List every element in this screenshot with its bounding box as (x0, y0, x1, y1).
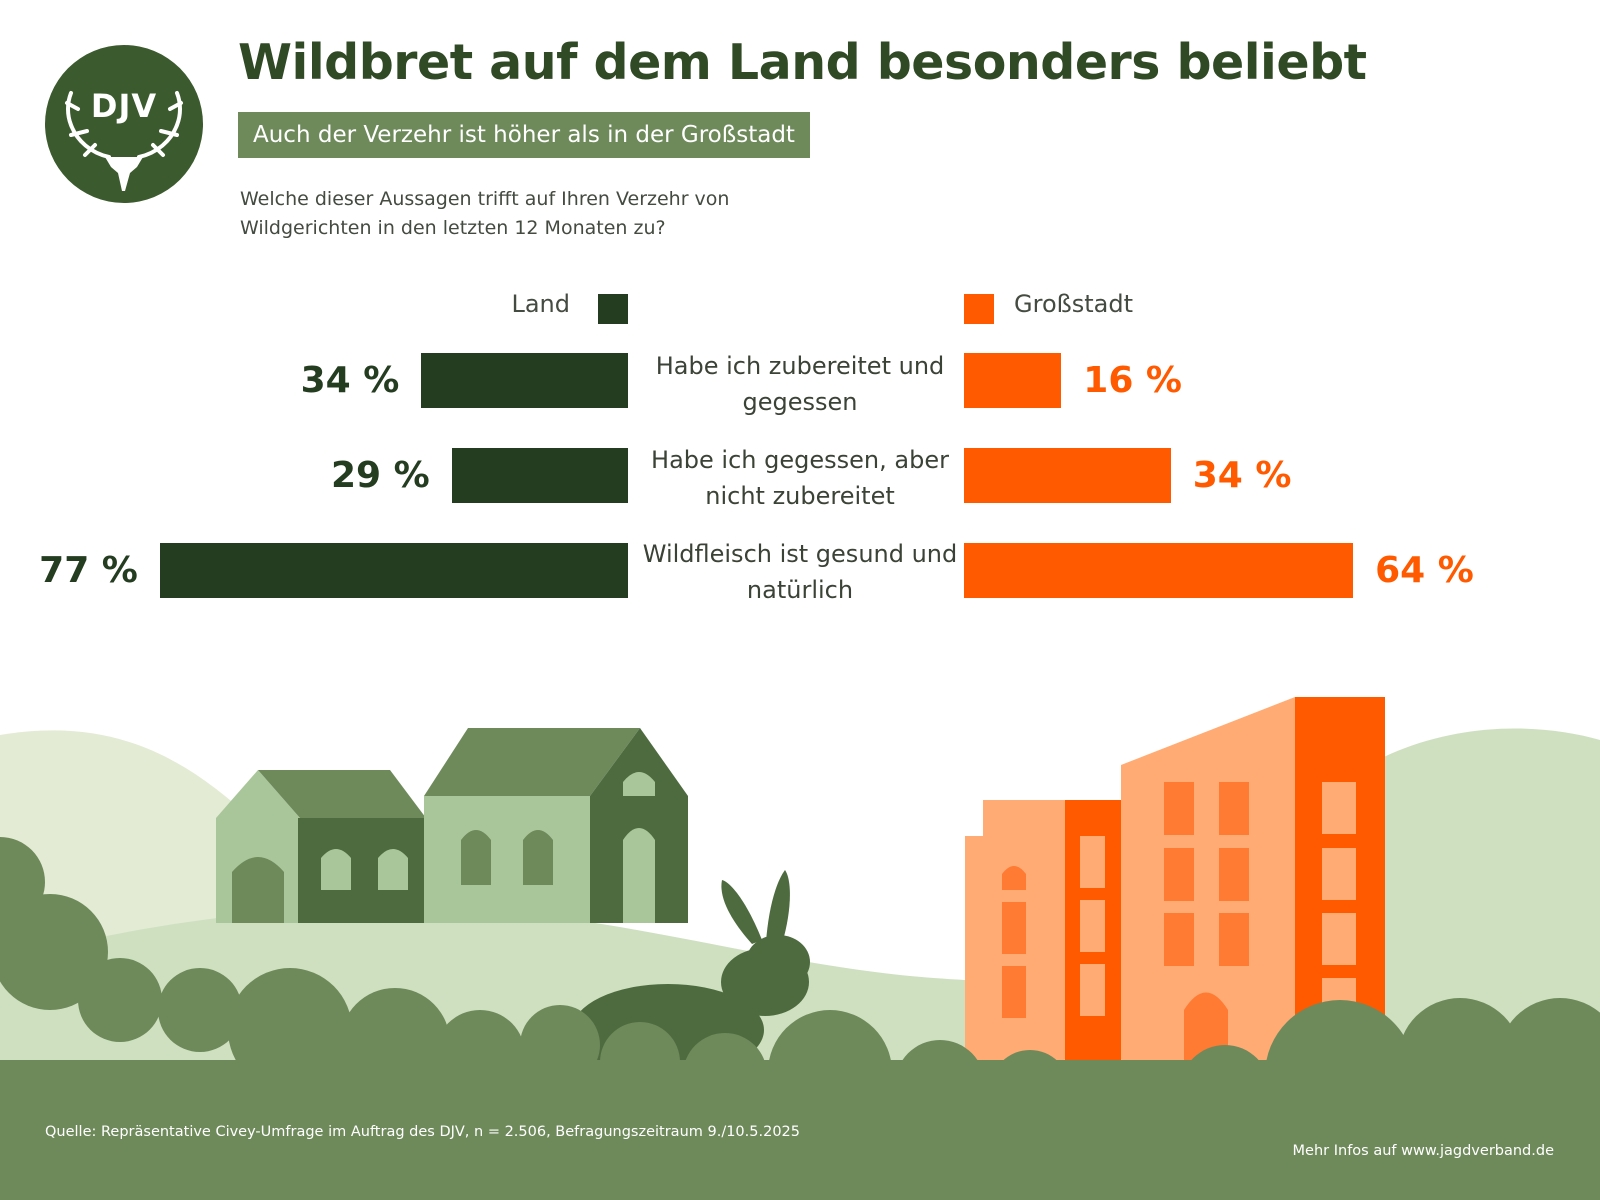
source-note: Quelle: Repräsentative Civey-Umfrage im … (45, 1124, 801, 1140)
legend-swatch-city (964, 294, 994, 324)
value-land-3: 77 % (39, 550, 138, 591)
bar-city-3 (964, 543, 1354, 598)
survey-question: Welche dieser Aussagen trifft auf Ihren … (240, 188, 730, 239)
value-land-1: 34 % (300, 360, 400, 401)
logo-text: DJV (90, 87, 158, 125)
value-city-1: 16 % (1083, 360, 1182, 401)
category-label-3: Wildfleisch ist gesund und natürlich (642, 540, 958, 604)
more-info-link[interactable]: Mehr Infos auf www.jagdverband.de (1292, 1143, 1554, 1159)
value-land-2: 29 % (330, 455, 430, 496)
bar-land-3 (159, 543, 628, 598)
legend-label-land: Land (511, 290, 570, 318)
bar-land-1 (421, 353, 628, 408)
category-label-1: Habe ich zubereitet und gegessen (655, 352, 945, 416)
bar-city-2 (964, 448, 1171, 503)
bar-city-1 (964, 353, 1062, 408)
category-label-2: Habe ich gegessen, aber nicht zubereitet (651, 446, 949, 510)
village-houses (216, 728, 688, 923)
value-city-3: 64 % (1375, 550, 1474, 591)
hill-right (1330, 728, 1600, 1080)
legend-label-city: Großstadt (1014, 290, 1134, 318)
page-title: Wildbret auf dem Land besonders beliebt (238, 34, 1367, 91)
bar-land-2 (451, 448, 628, 503)
legend-swatch-land (598, 294, 628, 324)
value-city-2: 34 % (1192, 455, 1292, 496)
deer-antlers-icon (65, 91, 183, 191)
subtitle-banner: Auch der Verzehr ist höher als in der Gr… (238, 112, 810, 158)
djv-logo: DJV (45, 45, 203, 203)
foreground-bushes (0, 837, 1600, 1200)
